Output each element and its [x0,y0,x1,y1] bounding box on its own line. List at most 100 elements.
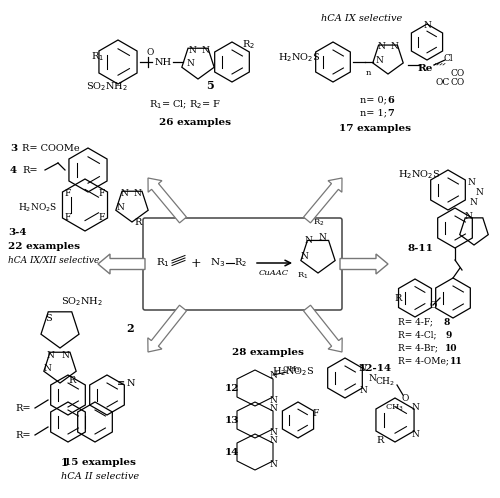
Text: R: R [394,293,402,302]
Polygon shape [304,305,342,352]
Text: 6: 6 [387,96,394,105]
Text: N: N [46,351,54,360]
Text: 14: 14 [225,448,240,457]
Text: Re: Re [418,64,432,73]
Text: 3: 3 [10,143,17,152]
Text: O: O [146,47,154,56]
Text: R$_1$: R$_1$ [156,256,170,269]
Text: N: N [358,364,366,373]
Text: N$_3$: N$_3$ [210,256,226,269]
Text: N: N [375,55,383,65]
Text: n: n [366,69,370,77]
Text: R$_1$: R$_1$ [297,271,309,281]
Text: F: F [99,213,105,222]
Text: 8: 8 [443,318,450,327]
Text: 11: 11 [450,357,463,366]
Text: N: N [201,45,209,54]
Text: O: O [402,393,408,402]
Text: R=: R= [15,430,30,440]
Text: CO: CO [451,69,465,78]
Polygon shape [148,305,186,352]
Text: 2: 2 [126,323,134,334]
Text: 15 examples: 15 examples [64,458,136,467]
Text: N: N [269,371,277,379]
Text: N: N [188,45,196,54]
Text: 12: 12 [225,383,240,392]
Text: S: S [44,314,52,323]
Text: CH$_2$: CH$_2$ [375,376,395,388]
Text: CH$_3$: CH$_3$ [282,365,302,375]
Text: R: R [134,218,141,227]
Text: SO$_2$NH$_2$: SO$_2$NH$_2$ [86,81,128,94]
Text: N: N [269,395,277,404]
Text: N: N [269,435,277,445]
Text: H$_2$NO$_2$S: H$_2$NO$_2$S [272,366,314,378]
Text: N: N [359,385,367,394]
Text: N: N [133,189,141,198]
Text: 10: 10 [445,344,458,353]
Text: 8-11: 8-11 [407,244,433,252]
Text: R= COOMe: R= COOMe [22,143,80,152]
Text: N: N [411,402,419,411]
Text: N: N [186,58,194,68]
Text: 7: 7 [387,109,394,118]
Text: R= 4-Cl;: R= 4-Cl; [398,331,436,340]
Text: N: N [269,427,277,437]
Text: NH: NH [154,57,172,67]
Text: F: F [65,189,71,198]
Text: H$_2$NO$_2$S: H$_2$NO$_2$S [18,202,58,214]
Text: H$_2$NO$_2$S: H$_2$NO$_2$S [278,52,320,64]
Text: n= 1;: n= 1; [360,109,387,118]
Text: N: N [120,189,128,198]
Text: N: N [61,351,69,360]
Text: R$_2$: R$_2$ [234,256,246,269]
Text: $\equiv$N: $\equiv$N [115,376,137,387]
Text: N: N [470,198,478,207]
Text: 9: 9 [445,331,452,340]
Text: OC: OC [436,78,450,87]
Text: H$_2$NO$_2$S: H$_2$NO$_2$S [398,169,440,181]
Text: O: O [430,300,436,309]
Polygon shape [98,254,145,274]
Text: N: N [368,374,376,382]
Text: 26 examples: 26 examples [159,118,231,126]
Text: R= 4-Br;: R= 4-Br; [398,344,438,353]
Text: R: R [68,375,75,384]
Text: N: N [464,212,472,221]
Text: N: N [43,364,51,373]
Text: R$_2$: R$_2$ [313,218,325,228]
Text: hCA II selective: hCA II selective [61,472,139,481]
Text: R$_1$= Cl; R$_2$= F: R$_1$= Cl; R$_2$= F [149,99,221,111]
Text: SO$_2$NH$_2$: SO$_2$NH$_2$ [61,296,103,308]
Text: CO: CO [451,78,465,87]
Text: R= 4-OMe;: R= 4-OMe; [398,357,449,366]
Text: hCA IX/XII selective: hCA IX/XII selective [8,255,100,264]
Text: CuAAC: CuAAC [259,269,289,277]
Text: N: N [411,429,419,439]
Text: 3-4: 3-4 [8,228,26,237]
Text: 4: 4 [10,165,17,174]
Text: N: N [423,20,431,29]
Polygon shape [304,178,342,223]
Text: 17 examples: 17 examples [339,124,411,132]
Text: N: N [377,41,385,50]
Text: +: + [190,256,202,269]
Text: N: N [116,203,124,212]
Text: 28 examples: 28 examples [232,348,304,357]
Text: hCA IX selective: hCA IX selective [322,13,402,22]
FancyBboxPatch shape [143,218,342,310]
Text: 22 examples: 22 examples [8,242,80,250]
Text: 1: 1 [61,457,69,468]
Text: N: N [467,177,475,186]
Text: F: F [65,213,71,222]
Text: N: N [318,233,326,242]
Text: 5: 5 [206,80,214,91]
Text: Cl: Cl [443,53,453,63]
Text: R= 4-F;: R= 4-F; [398,318,433,327]
Text: N: N [269,460,277,469]
Text: F: F [313,408,319,417]
Text: 12-14: 12-14 [358,364,392,373]
Text: CH$_3$: CH$_3$ [386,403,404,413]
Polygon shape [340,254,388,274]
Polygon shape [148,178,186,223]
